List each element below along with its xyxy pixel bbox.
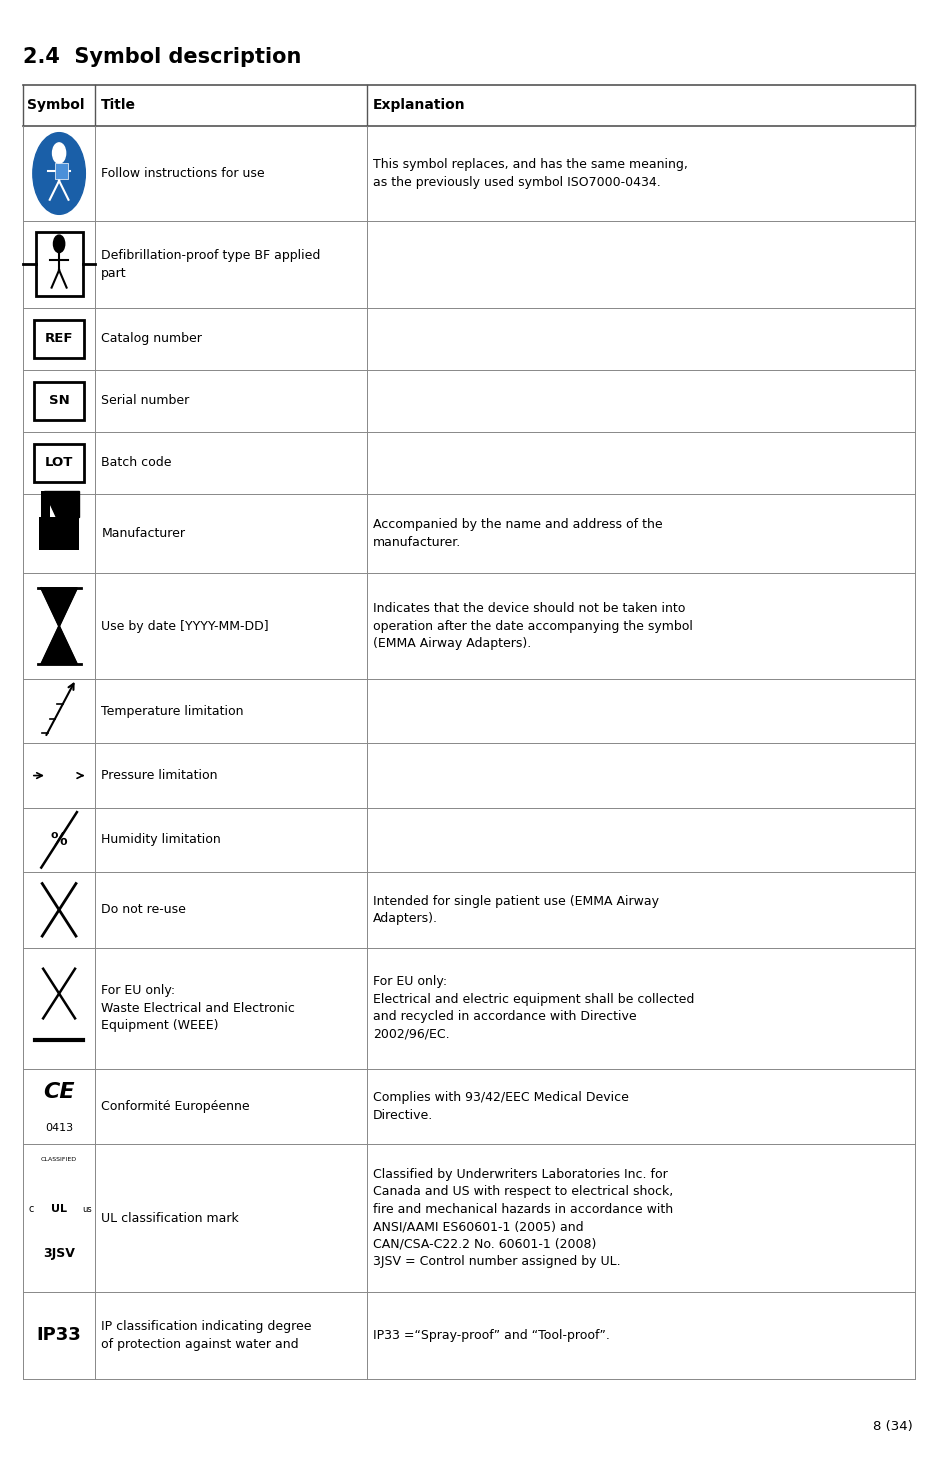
Polygon shape <box>41 626 77 664</box>
Text: CE: CE <box>43 1083 75 1102</box>
Text: Symbol: Symbol <box>27 98 84 112</box>
Text: UL: UL <box>51 1204 68 1214</box>
Circle shape <box>33 133 85 214</box>
Text: IP33 =“Spray-proof” and “Tool-proof”.: IP33 =“Spray-proof” and “Tool-proof”. <box>373 1329 610 1342</box>
Text: %: % <box>51 830 68 849</box>
FancyBboxPatch shape <box>35 320 83 357</box>
Text: Serial number: Serial number <box>101 394 189 407</box>
FancyBboxPatch shape <box>36 232 83 296</box>
Text: CLASSIFIED: CLASSIFIED <box>41 1157 77 1163</box>
Text: Do not re-use: Do not re-use <box>101 903 186 916</box>
Text: Accompanied by the name and address of the
manufacturer.: Accompanied by the name and address of t… <box>373 518 663 549</box>
Text: Explanation: Explanation <box>373 98 465 112</box>
Circle shape <box>53 235 65 252</box>
Text: Catalog number: Catalog number <box>101 333 203 346</box>
Text: IP33: IP33 <box>37 1326 82 1344</box>
Circle shape <box>53 143 66 163</box>
Text: 2.4  Symbol description: 2.4 Symbol description <box>23 47 302 67</box>
Text: Use by date [YYYY-MM-DD]: Use by date [YYYY-MM-DD] <box>101 620 269 633</box>
Text: Pressure limitation: Pressure limitation <box>101 769 218 782</box>
Text: 8 (34): 8 (34) <box>873 1420 913 1433</box>
Text: Intended for single patient use (EMMA Airway
Adapters).: Intended for single patient use (EMMA Ai… <box>373 894 659 925</box>
Text: LOT: LOT <box>45 457 73 470</box>
Polygon shape <box>44 492 79 518</box>
Text: REF: REF <box>45 333 73 346</box>
FancyBboxPatch shape <box>41 492 50 518</box>
Text: UL classification mark: UL classification mark <box>101 1211 239 1224</box>
Text: For EU only:
Waste Electrical and Electronic
Equipment (WEEE): For EU only: Waste Electrical and Electr… <box>101 985 295 1032</box>
FancyBboxPatch shape <box>55 163 68 179</box>
Text: Follow instructions for use: Follow instructions for use <box>101 166 265 179</box>
Text: Classified by Underwriters Laboratories Inc. for
Canada and US with respect to e: Classified by Underwriters Laboratories … <box>373 1167 673 1268</box>
Text: 3JSV: 3JSV <box>43 1246 75 1259</box>
Text: For EU only:
Electrical and electric equipment shall be collected
and recycled i: For EU only: Electrical and electric equ… <box>373 976 694 1040</box>
FancyBboxPatch shape <box>35 444 83 481</box>
Text: Title: Title <box>101 98 136 112</box>
FancyBboxPatch shape <box>35 382 83 420</box>
Text: Complies with 93/42/EEC Medical Device
Directive.: Complies with 93/42/EEC Medical Device D… <box>373 1091 629 1122</box>
Text: Manufacturer: Manufacturer <box>101 527 186 540</box>
Text: SN: SN <box>49 394 69 407</box>
FancyBboxPatch shape <box>39 518 79 550</box>
Text: c: c <box>28 1204 34 1214</box>
Text: Conformité Européenne: Conformité Européenne <box>101 1100 250 1113</box>
Text: IP classification indicating degree
of protection against water and: IP classification indicating degree of p… <box>101 1320 311 1351</box>
Text: us: us <box>83 1205 92 1214</box>
Text: Indicates that the device should not be taken into
operation after the date acco: Indicates that the device should not be … <box>373 603 693 651</box>
Polygon shape <box>41 588 77 626</box>
Text: Humidity limitation: Humidity limitation <box>101 833 221 846</box>
Text: Batch code: Batch code <box>101 457 172 470</box>
Text: This symbol replaces, and has the same meaning,
as the previously used symbol IS: This symbol replaces, and has the same m… <box>373 158 688 188</box>
Text: 0413: 0413 <box>45 1123 73 1134</box>
Text: Defibrillation-proof type BF applied
part: Defibrillation-proof type BF applied par… <box>101 249 321 280</box>
Text: Temperature limitation: Temperature limitation <box>101 705 244 718</box>
